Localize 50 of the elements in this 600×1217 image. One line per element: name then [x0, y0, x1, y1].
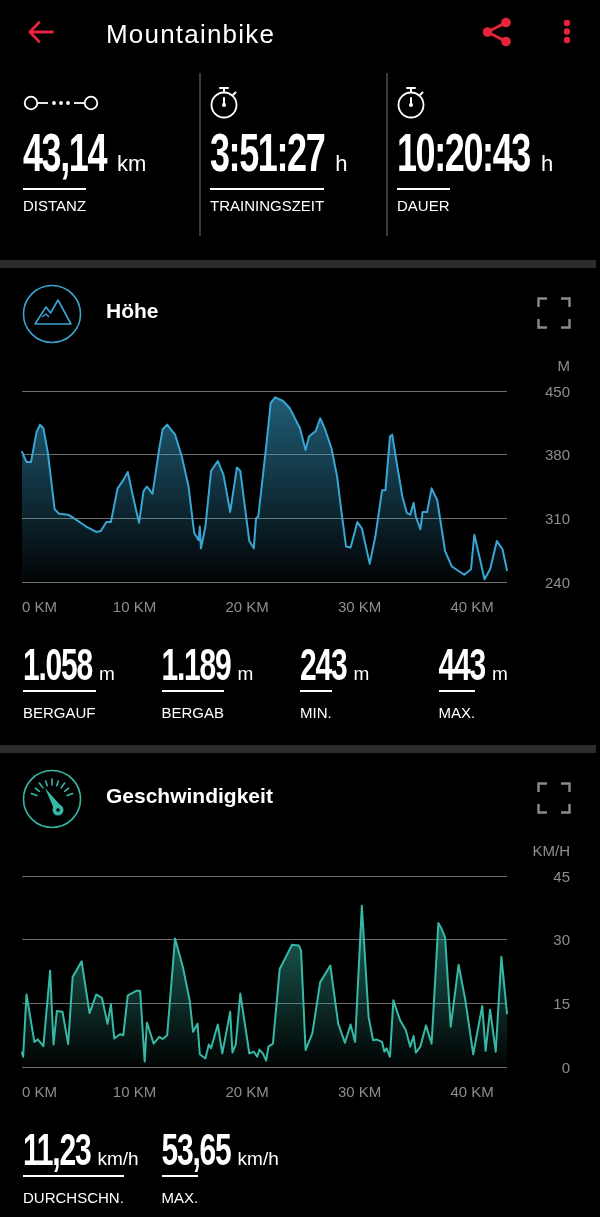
x-tick-label: 20 KM — [225, 1083, 269, 1100]
text: km/h — [237, 1148, 279, 1169]
text: h — [540, 151, 554, 176]
y-tick-label: 380 — [544, 446, 570, 464]
text: TRAININGSZEIT — [210, 197, 325, 214]
chart-title: Geschwindigkeit — [106, 784, 273, 807]
y-axis-title: M — [557, 357, 570, 374]
x-tick-label: 30 KM — [337, 1083, 382, 1100]
text: MAX. — [161, 1189, 199, 1206]
x-tick-label: 0 KM — [22, 1083, 58, 1100]
chart-title: Höhe — [106, 299, 159, 322]
text: 243 — [300, 639, 347, 689]
y-tick-label: 240 — [544, 573, 570, 591]
text: m — [353, 663, 370, 684]
y-tick-label: 30 — [553, 931, 570, 949]
x-tick-label: 30 KM — [337, 598, 382, 615]
text: DAUER — [397, 197, 450, 214]
y-tick-label: 310 — [544, 509, 570, 527]
text: m — [237, 663, 254, 684]
text: Mountainbike — [106, 19, 276, 49]
text: 3:51:27 — [210, 121, 325, 183]
text: BERGAUF — [23, 704, 96, 721]
text: DURCHSCHN. — [23, 1189, 124, 1206]
x-tick-label: 0 KM — [22, 598, 58, 615]
x-tick-label: 10 KM — [112, 1083, 157, 1100]
text: 1.058 — [23, 639, 93, 689]
y-tick-label: 45 — [553, 867, 570, 885]
text: km — [117, 151, 147, 176]
text: 11,23 — [23, 1124, 91, 1174]
x-tick-label: 10 KM — [112, 598, 157, 615]
text: 10:20:43 — [397, 121, 530, 183]
text: DISTANZ — [23, 197, 87, 214]
x-tick-label: 40 KM — [450, 1083, 494, 1100]
text: m — [99, 663, 115, 684]
text: MAX. — [438, 704, 476, 721]
y-axis-title: KM/H — [532, 842, 570, 859]
y-tick-label: 15 — [553, 994, 570, 1012]
x-tick-label: 40 KM — [450, 598, 494, 615]
text: BERGAB — [161, 704, 225, 721]
x-tick-label: 20 KM — [225, 598, 269, 615]
y-tick-label: 0 — [561, 1058, 570, 1076]
text: MIN. — [300, 704, 332, 721]
text: m — [491, 663, 508, 684]
text: 443 — [438, 639, 485, 689]
text: 43,14 — [23, 121, 107, 183]
text: 53,65 — [161, 1124, 231, 1174]
text: 1.189 — [161, 639, 231, 689]
text: h — [335, 151, 348, 176]
text: km/h — [97, 1148, 139, 1169]
y-tick-label: 450 — [544, 382, 570, 400]
